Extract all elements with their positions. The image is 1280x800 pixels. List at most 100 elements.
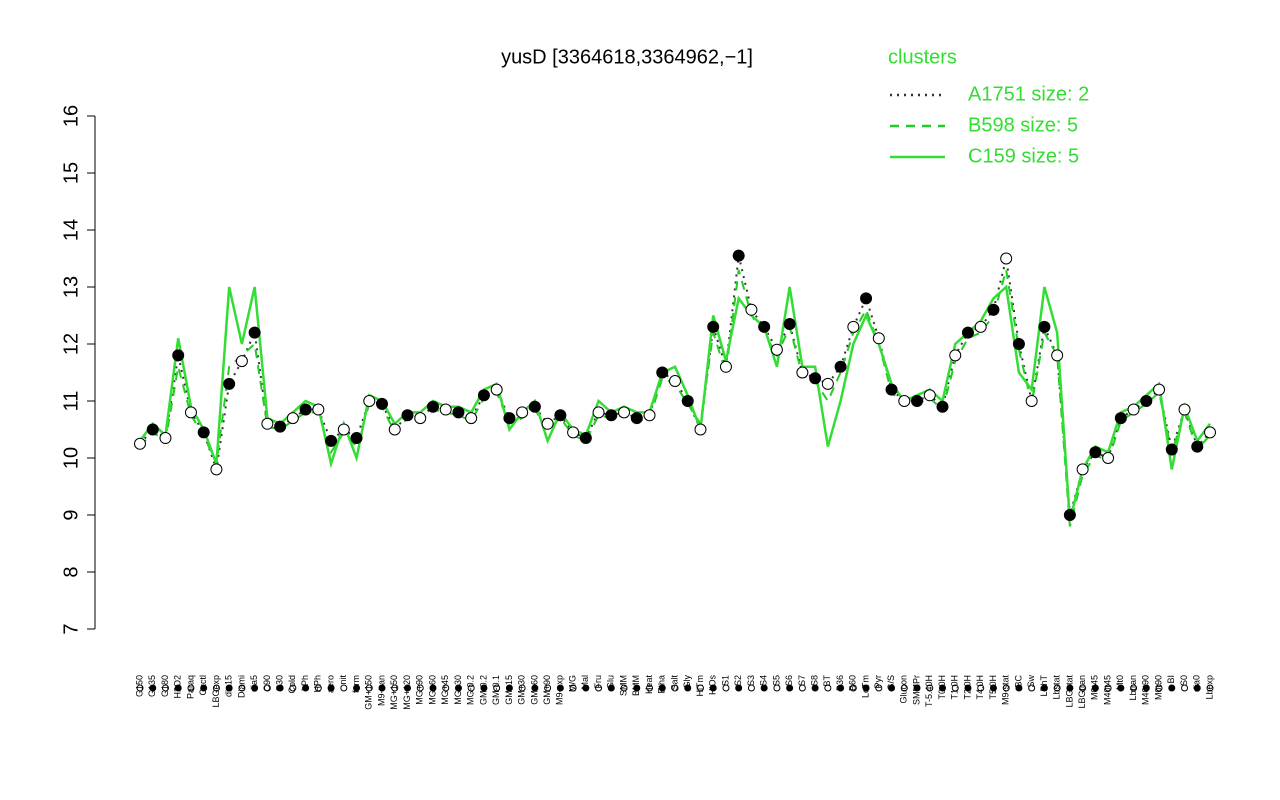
rug-dot	[989, 684, 997, 692]
x-tick-label: M40t90	[1141, 675, 1151, 705]
rug-dot	[531, 684, 539, 692]
point	[719, 360, 732, 373]
rug-dot	[696, 684, 704, 692]
rug-dot	[1002, 684, 1010, 692]
x-tick-label: BC	[1013, 675, 1023, 688]
rug-dot	[1040, 684, 1048, 692]
point	[860, 292, 873, 305]
rug-dot	[595, 684, 603, 692]
rug-dot	[875, 684, 883, 692]
rug-dot	[467, 684, 475, 692]
rug-dot	[977, 684, 985, 692]
x-tick-label: Mt0	[1115, 675, 1125, 690]
x-tick-label: GM+60	[529, 675, 539, 705]
point	[337, 423, 350, 436]
rug-dot	[174, 684, 182, 692]
x-tick-label: S3	[746, 675, 756, 686]
point	[184, 406, 197, 419]
rug-dot	[824, 684, 832, 692]
point	[261, 417, 274, 430]
x-tick-label: ferm	[351, 675, 361, 693]
point	[694, 423, 707, 436]
x-tick-label: Oxctl	[198, 675, 208, 696]
rug-dot	[505, 684, 513, 692]
point	[1051, 349, 1064, 362]
point	[439, 403, 452, 416]
rug-dot	[709, 684, 717, 692]
x-tick-label: SMM	[618, 675, 628, 696]
rug-dot	[1142, 684, 1150, 692]
point	[834, 360, 847, 373]
rug-dot	[1130, 684, 1138, 692]
x-tick-label: GM-0.1	[491, 675, 501, 705]
legend-label: B598 size: 5	[968, 114, 1078, 136]
point	[146, 423, 159, 436]
x-tick-label: dia5	[249, 675, 259, 692]
rug-dot	[454, 684, 462, 692]
x-tick-label: MG+45	[440, 675, 450, 705]
point	[528, 400, 541, 413]
x-tick-label: GM+90	[542, 675, 552, 705]
rug-dot	[200, 684, 208, 692]
point	[911, 395, 924, 407]
rug-dot	[1028, 684, 1036, 692]
point	[681, 395, 694, 407]
rug-dot	[913, 684, 921, 692]
x-tick-label: M9-tran	[376, 675, 386, 706]
rug-dot	[544, 684, 552, 692]
x-tick-label: M9-exp	[555, 675, 565, 705]
x-tick-label: Pyr	[873, 675, 883, 689]
x-tick-label: M0t90	[1153, 675, 1163, 700]
point	[1063, 509, 1076, 521]
point	[210, 463, 223, 476]
point	[898, 395, 911, 407]
point	[490, 383, 503, 396]
rug-dot	[327, 684, 335, 692]
point	[579, 432, 592, 445]
x-tick-label: B36	[835, 675, 845, 691]
rug-dot	[620, 684, 628, 692]
x-tick-label: GM-0.2	[478, 675, 488, 705]
point	[987, 303, 1000, 316]
x-tick-label: Etha	[657, 675, 667, 694]
point	[1012, 338, 1025, 350]
point	[1000, 252, 1013, 265]
y-tick-label: 11	[60, 391, 82, 412]
x-tick-label: LPh	[300, 675, 310, 691]
point	[630, 412, 643, 425]
x-tick-label: MG-0.2	[466, 675, 476, 705]
point	[1102, 452, 1115, 464]
rug-dot	[735, 684, 743, 692]
x-tick-label: C90	[262, 675, 272, 692]
x-tick-label: G180	[160, 675, 170, 697]
x-tick-label: LBGtran	[1077, 675, 1087, 709]
point	[618, 406, 631, 419]
rug-dot	[391, 684, 399, 692]
x-tick-label: dia15	[224, 675, 234, 697]
rug-dot	[722, 684, 730, 692]
rug-dot	[849, 684, 857, 692]
x-tick-label: T5.0H	[988, 675, 998, 700]
x-tick-label: Glucon	[899, 675, 909, 704]
point	[541, 417, 554, 430]
point	[1140, 395, 1153, 407]
x-tick-label: MG+60	[427, 675, 437, 705]
point	[134, 437, 146, 450]
point	[274, 420, 287, 433]
legend-label: A1751 size: 2	[968, 83, 1089, 105]
rug-dot	[556, 684, 564, 692]
point	[401, 409, 414, 422]
point	[477, 389, 490, 402]
rug-dot	[1155, 684, 1163, 692]
point	[452, 406, 465, 419]
point	[885, 383, 898, 396]
rug-dot	[951, 684, 959, 692]
point	[1038, 320, 1051, 333]
rug-dot	[862, 684, 870, 692]
point	[465, 412, 478, 425]
point	[503, 412, 516, 425]
x-tick-label: S8	[809, 675, 819, 686]
x-tick-label: BMM	[631, 675, 641, 696]
rug-dot	[302, 684, 310, 692]
